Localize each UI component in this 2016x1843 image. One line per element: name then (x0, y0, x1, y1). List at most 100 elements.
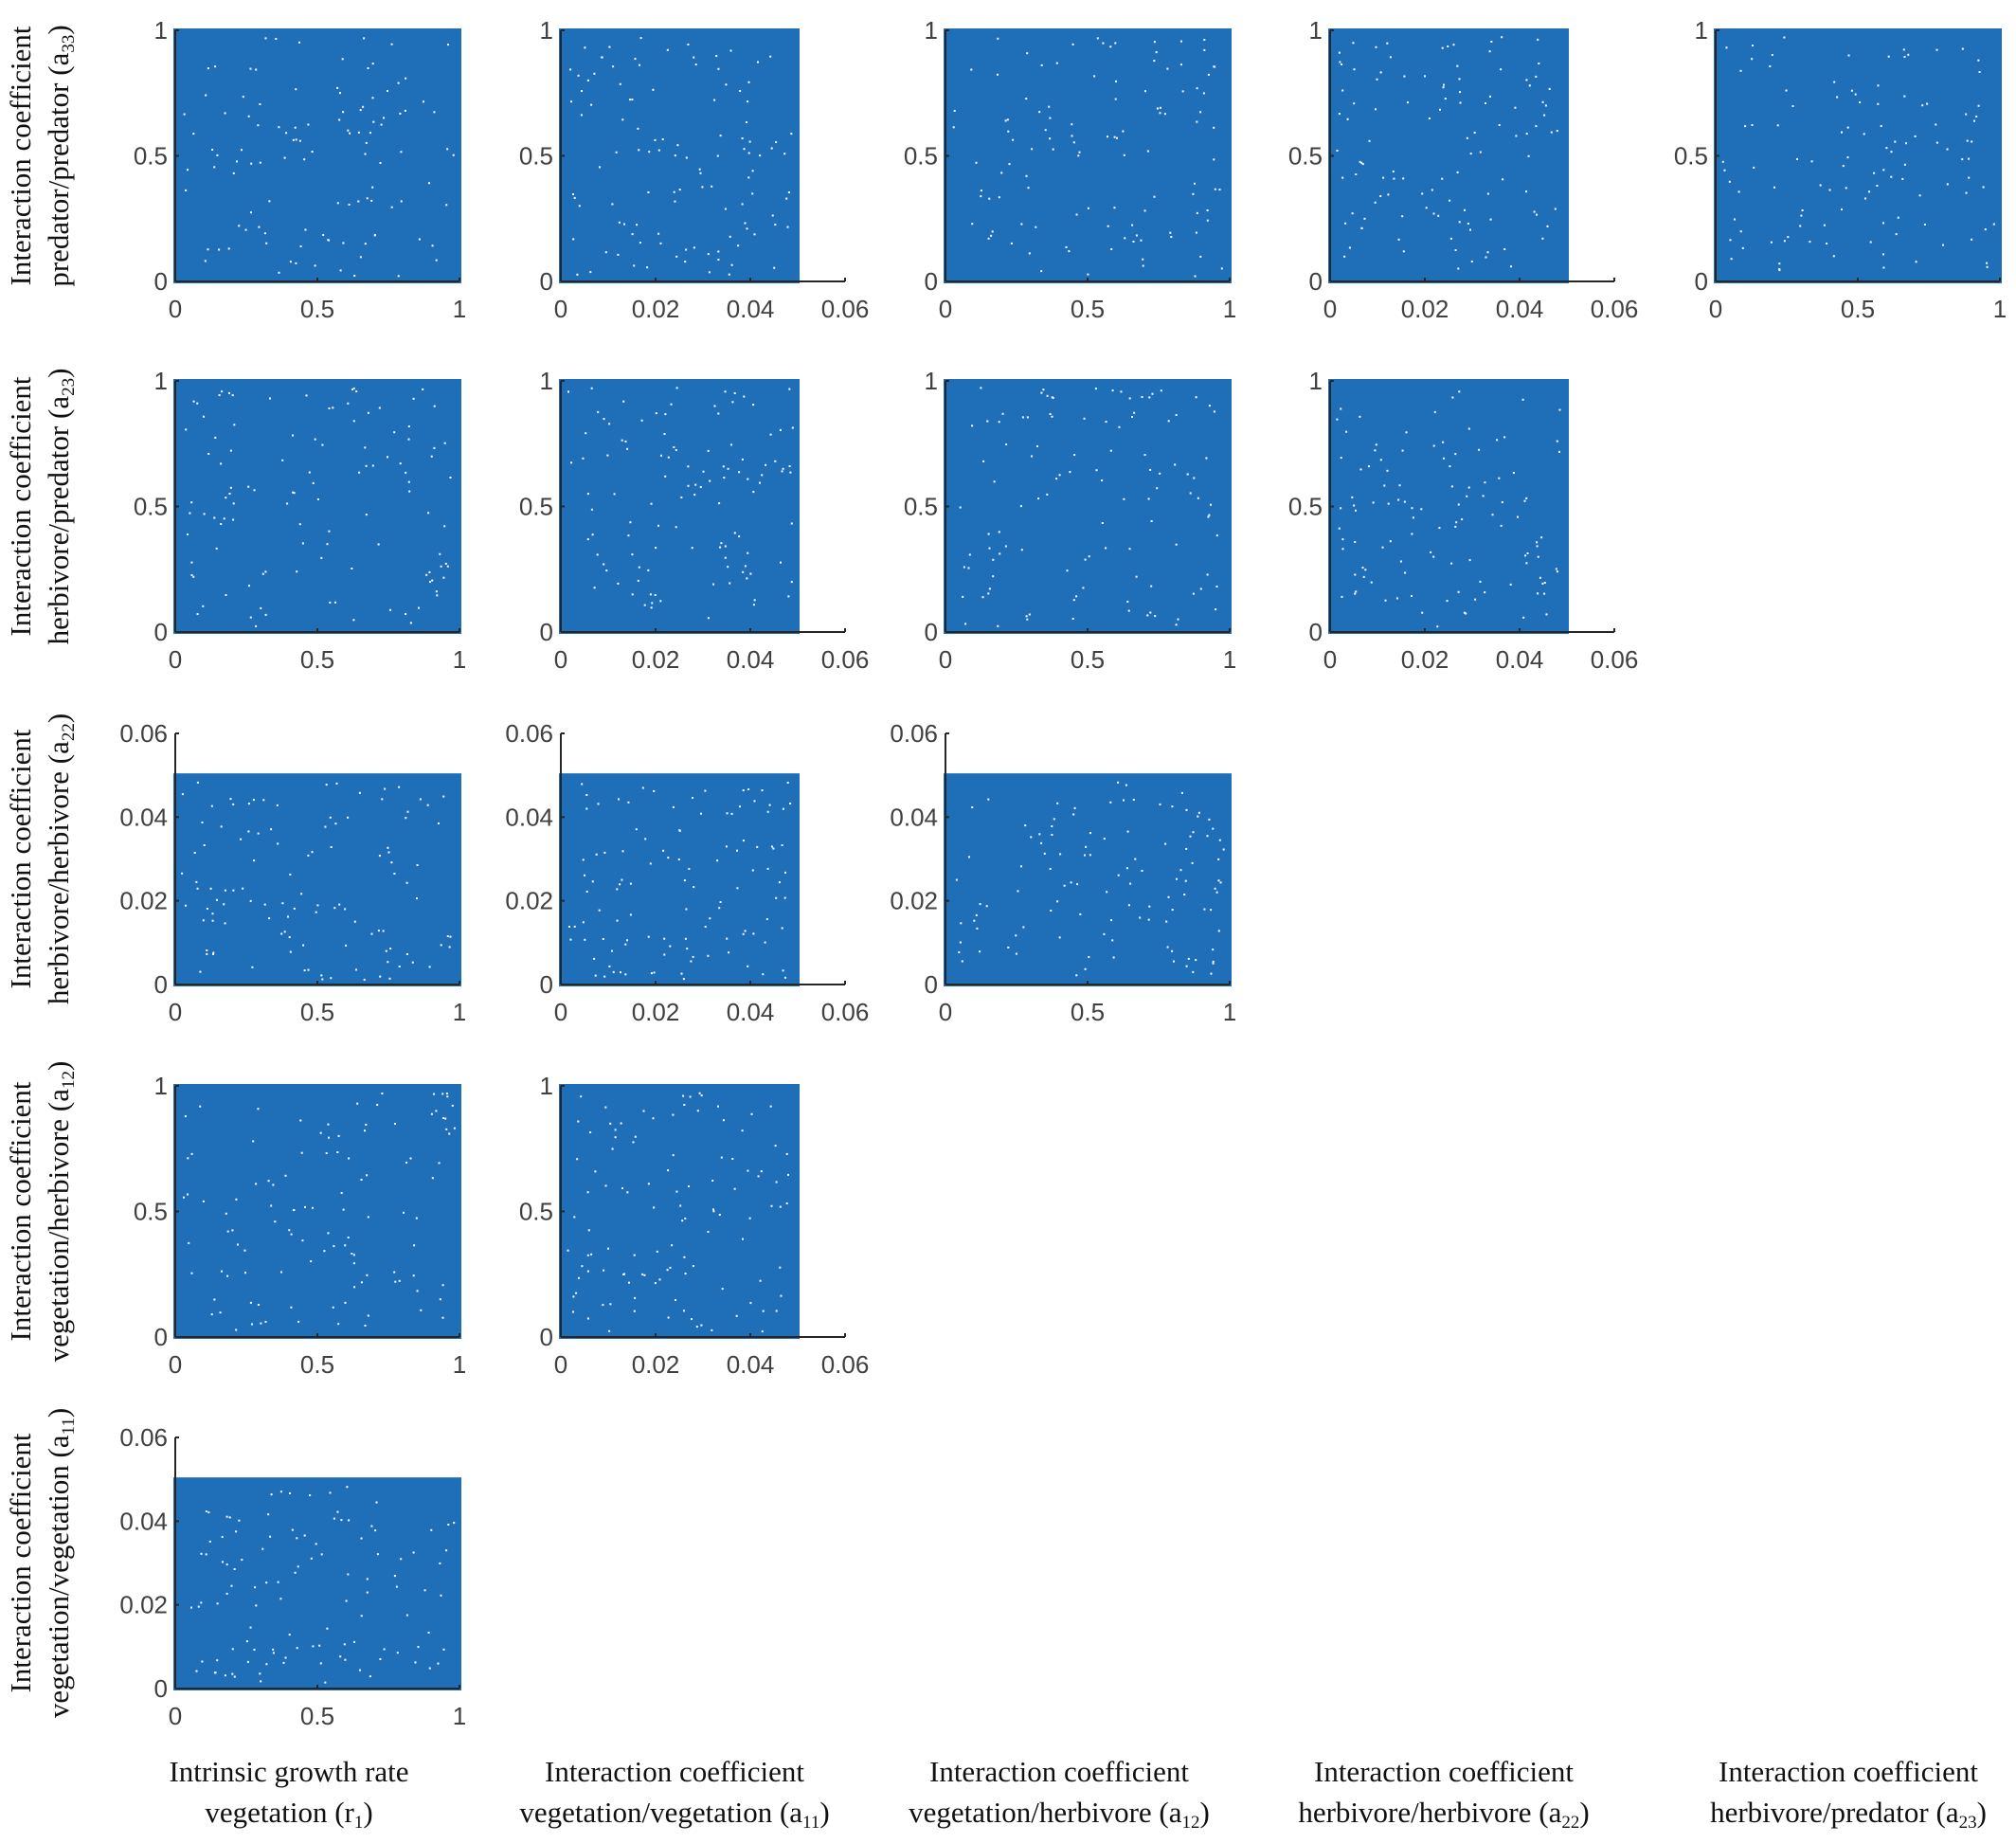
point-gap (724, 556, 727, 559)
point-gap (406, 810, 409, 813)
point-gap (603, 418, 605, 421)
point-gap (1737, 190, 1740, 193)
point-gap (360, 1281, 363, 1284)
point-gap (1536, 541, 1539, 544)
point-gap (1101, 522, 1104, 524)
y-tick-label: 0 (540, 1323, 553, 1351)
point-gap (272, 1183, 275, 1186)
point-gap (335, 782, 338, 785)
point-gap (1880, 125, 1882, 127)
point-gap (1538, 63, 1540, 64)
point-gap (657, 149, 660, 152)
point-gap (181, 872, 184, 875)
point-gap (790, 133, 793, 136)
point-gap (247, 830, 250, 833)
point-gap (1340, 407, 1342, 410)
point-gap (1484, 591, 1486, 594)
point-gap (314, 438, 316, 441)
point-gap (769, 55, 772, 58)
point-gap (1550, 131, 1553, 134)
point-gap (288, 936, 291, 938)
point-gap (775, 141, 778, 143)
point-gap (1159, 106, 1161, 109)
point-gap (405, 613, 407, 615)
point-gap (1123, 154, 1125, 156)
point-gap (1142, 264, 1144, 267)
point-gap (226, 1274, 229, 1277)
point-gap (569, 938, 572, 941)
point-gap (739, 805, 741, 808)
point-gap (259, 1672, 261, 1675)
point-gap (357, 131, 360, 134)
point-gap (1739, 230, 1742, 233)
point-gap (585, 432, 587, 435)
point-gap (425, 573, 428, 576)
point-gap (780, 1294, 783, 1297)
point-gap (232, 518, 235, 521)
point-gap (1123, 497, 1125, 500)
point-gap (227, 247, 230, 250)
point-gap (289, 261, 292, 263)
point-gap (277, 1581, 279, 1583)
point-gap (1055, 62, 1058, 64)
point-gap (1456, 64, 1459, 67)
point-gap (1114, 98, 1117, 100)
point-gap (1035, 226, 1037, 228)
point-gap (230, 1584, 233, 1587)
point-gap (1355, 509, 1357, 512)
point-gap (1192, 592, 1195, 595)
point-gap (1935, 141, 1938, 144)
point-gap (1352, 42, 1355, 45)
point-gap (1195, 231, 1197, 234)
point-gap (692, 1265, 694, 1268)
point-gap (1177, 618, 1179, 621)
point-gap (1355, 590, 1358, 593)
point-gap (428, 182, 430, 185)
point-gap (1882, 266, 1885, 269)
point-gap (674, 200, 676, 203)
point-gap (372, 120, 375, 123)
point-gap (205, 1510, 207, 1512)
point-gap (748, 1217, 751, 1220)
point-gap (1528, 84, 1531, 87)
point-gap (1984, 228, 1987, 231)
point-gap (1073, 454, 1076, 457)
point-gap (1072, 599, 1075, 602)
point-gap (221, 390, 224, 393)
point-gap (617, 253, 620, 256)
point-gap (247, 485, 250, 488)
point-gap (1031, 455, 1033, 458)
x-tick-label: 0.5 (300, 295, 334, 323)
x-tick-label: 0.02 (632, 998, 680, 1026)
point-gap (270, 1204, 273, 1207)
point-gap (1110, 248, 1113, 250)
point-gap (1961, 158, 1964, 161)
point-gap (1403, 75, 1406, 78)
point-gap (1075, 595, 1078, 598)
point-gap (1360, 226, 1363, 229)
point-gap (279, 1491, 282, 1493)
x-tick-label: 0.5 (1071, 645, 1105, 674)
point-gap (1348, 246, 1351, 249)
point-gap (353, 1286, 356, 1289)
point-gap (736, 887, 739, 890)
point-gap (774, 460, 777, 462)
x-tick-label: 0 (169, 998, 182, 1026)
point-gap (409, 1157, 412, 1160)
point-gap (1515, 135, 1518, 137)
point-gap (329, 601, 332, 604)
point-gap (725, 83, 728, 86)
point-gap (381, 1093, 384, 1094)
point-gap (265, 1581, 268, 1584)
point-gap (330, 846, 333, 848)
point-gap (1155, 51, 1158, 54)
point-gap (342, 1208, 345, 1211)
point-gap (216, 154, 219, 156)
point-gap (307, 123, 310, 126)
point-gap (642, 1110, 645, 1112)
point-gap (693, 494, 696, 497)
point-gap (1159, 112, 1161, 115)
point-gap (973, 919, 976, 922)
point-gap (674, 154, 676, 157)
point-gap (1340, 507, 1342, 510)
